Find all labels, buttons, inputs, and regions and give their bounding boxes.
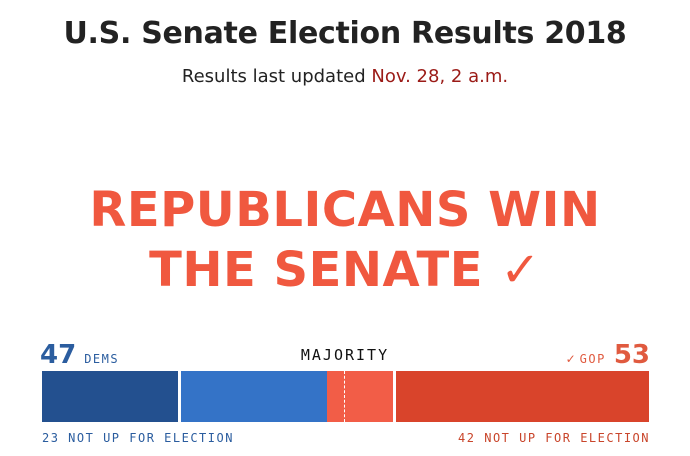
last-updated: Results last updated Nov. 28, 2 a.m. bbox=[0, 66, 690, 87]
headline-line-2: THE SENATE ✓ bbox=[0, 240, 690, 300]
gop-tally: ✓ GOP 53 bbox=[566, 340, 650, 370]
gop-seat-count: 53 bbox=[613, 340, 650, 370]
dems-label: DEMS bbox=[84, 352, 120, 366]
seat-bar bbox=[42, 371, 649, 422]
gop-up-segment bbox=[327, 371, 393, 422]
majority-label: MAJORITY bbox=[300, 346, 390, 364]
majority-line bbox=[344, 371, 345, 422]
gop-not-up-note: 42 NOT UP FOR ELECTION bbox=[458, 431, 650, 445]
headline-line-2-text: THE SENATE bbox=[149, 242, 483, 298]
dem-not-up-segment bbox=[42, 371, 178, 422]
gop-not-up-segment bbox=[396, 371, 649, 422]
dems-tally: 47 DEMS bbox=[40, 340, 119, 370]
last-updated-prefix: Results last updated bbox=[181, 66, 372, 87]
dem-up-segment bbox=[181, 371, 327, 422]
gop-check-icon: ✓ bbox=[565, 352, 576, 366]
dems-seat-count: 47 bbox=[40, 340, 77, 370]
dems-not-up-note: 23 NOT UP FOR ELECTION bbox=[42, 431, 234, 445]
last-updated-date: Nov. 28, 2 a.m. bbox=[371, 66, 509, 87]
headline: REPUBLICANS WIN THE SENATE ✓ bbox=[0, 180, 690, 300]
headline-line-1: REPUBLICANS WIN bbox=[89, 182, 601, 238]
gop-label: GOP bbox=[579, 352, 606, 366]
checkmark-icon: ✓ bbox=[500, 242, 541, 298]
page-title: U.S. Senate Election Results 2018 bbox=[63, 16, 627, 51]
